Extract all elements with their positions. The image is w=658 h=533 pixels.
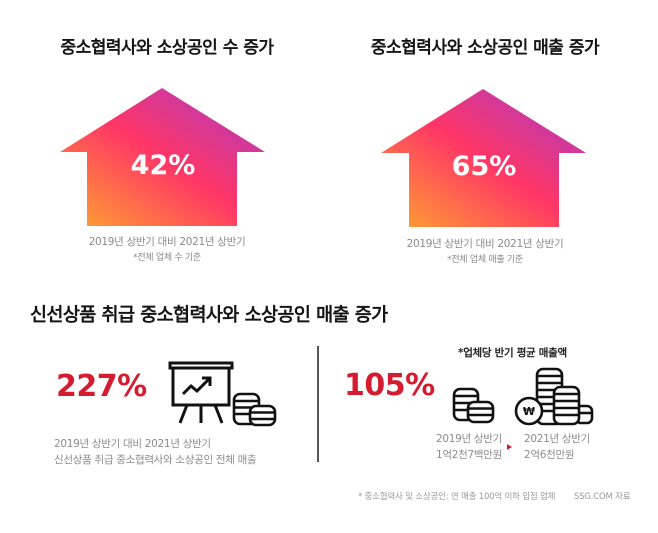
to-amount: 2억6천만원 [524,449,575,461]
panel-period-sales: 2019년 상반기 대비 2021년 상반기 [406,238,564,250]
from-amount: 1억2천7백만원 [436,449,502,461]
coin-stack-icon [232,392,277,427]
sales-increase-value: 65% [451,151,517,182]
fresh-period-text: 2019년 상반기 대비 2021년 상반기 [54,438,211,450]
panel-note-sales: *전체 업체 매출 기준 [447,255,523,265]
panel-note-count: *전체 업체 수 기준 [133,253,201,263]
presentation-chart-icon [168,361,234,424]
coin-stack-small-icon [452,387,495,424]
house-arrow-icon [60,88,265,226]
won-coin-icon: ₩ [523,405,535,418]
panel-title-count: 중소협력사와 소상공인 수 증가 [60,38,274,58]
panel-title-sales: 중소협력사와 소상공인 매출 증가 [370,38,600,58]
to-period: 2021년 상반기 [524,433,590,445]
section-title: 신선상품 취급 중소협력사와 소상공인 매출 증가 [30,305,388,326]
count-increase-value: 42% [130,150,196,181]
fresh-sales-increase-value: 227% [56,369,147,404]
coin-stack-large-icon: ₩ [514,367,594,426]
avg-sales-label: *업체당 반기 평균 매출액 [458,347,567,359]
house-arrow-icon [381,89,586,227]
house-arrow-sales: 65% [379,87,589,229]
from-period: 2019년 상반기 [436,433,502,445]
house-arrow-count: 42% [58,86,268,228]
arrow-right-icon [507,444,512,450]
panel-period-count: 2019년 상반기 대비 2021년 상반기 [88,236,246,248]
footer-source: SSG.COM 자료 [574,492,631,502]
footer-note: * 중소협력사 및 소상공인: 연 매출 100억 이하 입점 업체 [358,492,556,502]
section-divider [317,346,319,462]
avg-sales-increase-value: 105% [344,368,435,403]
fresh-scope-text: 신선상품 취급 중소협력사와 소상공인 전체 매출 [54,454,257,466]
